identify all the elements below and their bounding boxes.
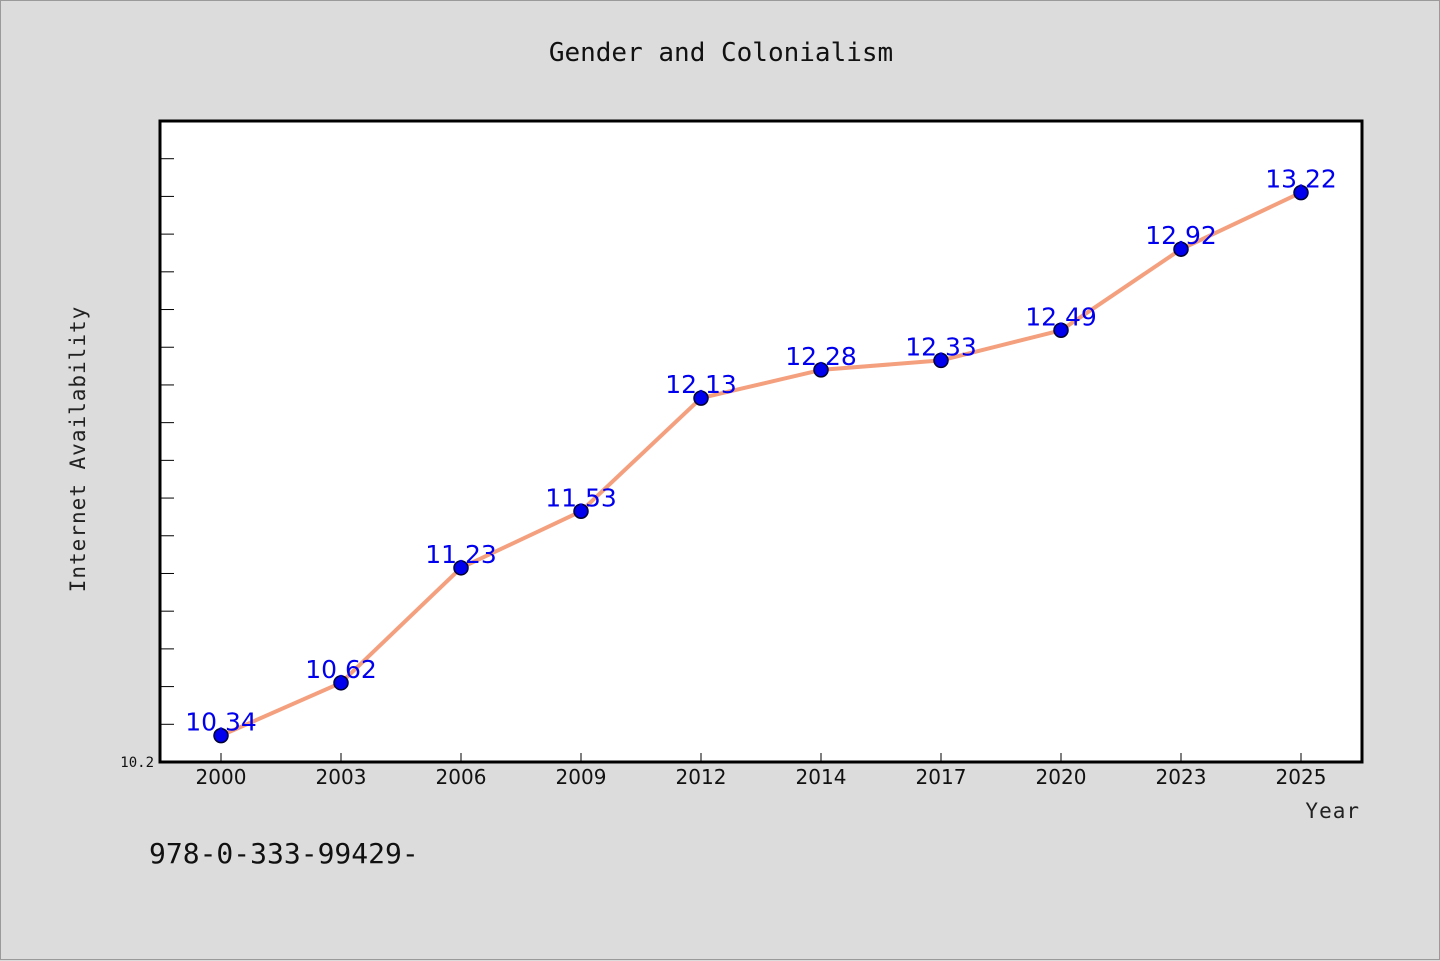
chart-title: Gender and Colonialism [549,38,893,68]
plot-area [158,119,1364,764]
data-point [333,675,349,691]
axis-ticks: 10.2 2000 2003 2006 2009 2012 2014 2017 2020 2023… [120,158,1327,789]
data-label: 10.34 [185,708,257,737]
data-labels: 10.34 10.62 11.23 11.53 12.13 12.28 12.33 12.49… [185,165,1337,737]
data-label: 12.13 [665,370,737,399]
data-point [453,560,469,576]
x-tick-label: 2014 [796,765,847,789]
x-tick-label: 2025 [1276,765,1327,789]
x-tick-label: 2009 [556,765,607,789]
x-tick-label: 2006 [436,765,487,789]
isbn-annotation: 978-0-333-99429- [149,837,419,870]
data-point [813,362,829,378]
x-tick-label: 2003 [316,765,367,789]
data-point [1053,322,1069,339]
data-point [1173,241,1189,257]
series-layer [213,184,1309,744]
x-tick-label: 2012 [676,765,727,789]
data-label: 11.53 [545,483,617,512]
x-tick-label: 2000 [196,765,247,789]
y-axis-title: Internet Availability [66,306,90,593]
x-axis-title: Year [1305,799,1360,823]
data-label: 12.33 [905,332,977,361]
data-label: 13.22 [1265,165,1337,194]
x-tick-label: 2020 [1036,765,1087,789]
x-tick-label: 2017 [916,765,967,789]
data-label: 11.23 [425,540,497,569]
data-label: 12.49 [1025,302,1097,331]
data-label: 12.28 [785,342,857,371]
data-point [693,390,709,406]
data-point [213,727,229,744]
x-tick-label: 2023 [1156,765,1207,789]
data-label: 10.62 [305,655,377,684]
data-label: 12.92 [1145,221,1217,250]
y-tick-label: 10.2 [120,755,154,771]
data-point [1293,184,1309,201]
data-point [573,503,589,520]
series-line [219,190,1303,738]
data-point [933,352,949,369]
